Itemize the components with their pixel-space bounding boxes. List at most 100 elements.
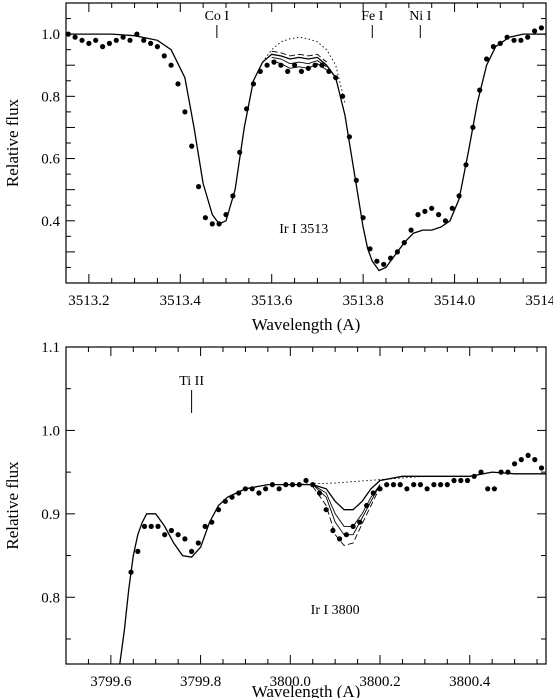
observed-point [360, 215, 366, 221]
observed-point [113, 37, 119, 43]
observed-point [436, 212, 442, 218]
observed-point [168, 62, 174, 68]
observed-point [86, 40, 92, 47]
observed-point [250, 81, 256, 87]
observed-point [202, 215, 208, 221]
observed-point [346, 134, 352, 140]
observed-point [422, 208, 428, 214]
observed-point [478, 469, 484, 475]
observed-point [442, 218, 448, 224]
x-axis-title: Wavelength (A) [252, 315, 361, 334]
observed-point [79, 37, 85, 43]
observed-point [312, 62, 318, 68]
observed-point [319, 62, 325, 68]
x-tick-label: 3800.2 [359, 674, 400, 690]
observed-point [538, 25, 545, 31]
observed-point [350, 523, 356, 530]
observed-point [161, 53, 167, 59]
observed-point [285, 68, 291, 74]
observed-point [498, 469, 504, 475]
observed-point [490, 44, 496, 50]
observed-point [458, 477, 464, 484]
observed-point [525, 34, 531, 40]
annotation: Ir I 3513 [279, 222, 328, 237]
line-id-label: Co I [205, 9, 230, 24]
observed-point [370, 490, 376, 496]
observed-point [511, 461, 518, 467]
observed-point [333, 75, 339, 81]
x-tick-label: 3800.0 [270, 674, 311, 690]
observed-point [236, 490, 242, 496]
observed-point [364, 502, 370, 509]
observed-point [310, 482, 316, 488]
observed-points [128, 452, 545, 575]
observed-point [154, 44, 160, 50]
observed-point [343, 532, 349, 538]
observed-point [256, 490, 262, 496]
panel-top: 3513.2 3513.4 3513.6 3513.8 3514.0 3514.2 0.4 0… [3, 2, 553, 334]
observed-point [451, 477, 457, 484]
x-tick-label: 3514.0 [434, 293, 475, 309]
observed-point [100, 44, 106, 50]
observed-point [195, 540, 201, 546]
y-tick-label: 0.4 [41, 214, 60, 230]
observed-point [390, 482, 397, 488]
observed-point [374, 258, 380, 264]
observed-point [271, 59, 277, 65]
observed-point [141, 37, 147, 43]
x-tick-label: 3799.6 [90, 674, 132, 690]
observed-point [141, 523, 148, 530]
observed-point [263, 486, 269, 492]
observed-point [408, 227, 414, 233]
observed-point [384, 482, 390, 488]
observed-point [209, 519, 215, 525]
observed-point [404, 486, 410, 492]
observed-point [401, 240, 407, 246]
observed-point [326, 68, 332, 74]
observed-point [525, 452, 531, 458]
model-curve-dash [271, 50, 327, 63]
observed-point [189, 548, 195, 555]
observed-point [237, 149, 243, 155]
observed-point [127, 37, 133, 43]
plot-frame [65, 346, 547, 665]
model-curve-dot [290, 475, 425, 486]
observed-point [229, 494, 235, 500]
observed-point [340, 93, 346, 99]
observed-point [223, 212, 229, 218]
observed-point [120, 34, 126, 40]
x-tick-label: 3513.6 [251, 293, 293, 309]
y-tick-label: 0.8 [41, 590, 60, 606]
observed-point [128, 569, 134, 575]
x-tick-label: 3513.2 [68, 293, 109, 309]
x-tick-label: 3799.8 [180, 674, 221, 690]
observed-point [135, 548, 141, 555]
observed-point [148, 523, 154, 530]
observed-point [162, 532, 168, 538]
y-axis-title: Relative flux [3, 98, 22, 187]
observed-point [367, 246, 373, 252]
observed-point [456, 193, 462, 199]
observed-points [66, 25, 545, 267]
observed-point [230, 193, 236, 199]
observed-point [93, 37, 99, 43]
observed-point [477, 87, 483, 93]
y-tick-label: 0.8 [41, 89, 60, 105]
observed-point [357, 519, 363, 525]
observed-point [283, 482, 289, 488]
observed-point [249, 486, 255, 492]
observed-point [505, 469, 511, 475]
observed-point [444, 482, 450, 488]
observed-point [316, 490, 323, 496]
observed-point [175, 532, 181, 538]
observed-point [424, 486, 430, 492]
observed-point [155, 523, 161, 530]
observed-point [276, 486, 282, 492]
observed-point [431, 482, 437, 488]
observed-point [397, 482, 403, 488]
observed-point [189, 143, 195, 149]
observed-point [394, 249, 400, 255]
observed-point [264, 62, 270, 68]
observed-point [463, 162, 469, 168]
